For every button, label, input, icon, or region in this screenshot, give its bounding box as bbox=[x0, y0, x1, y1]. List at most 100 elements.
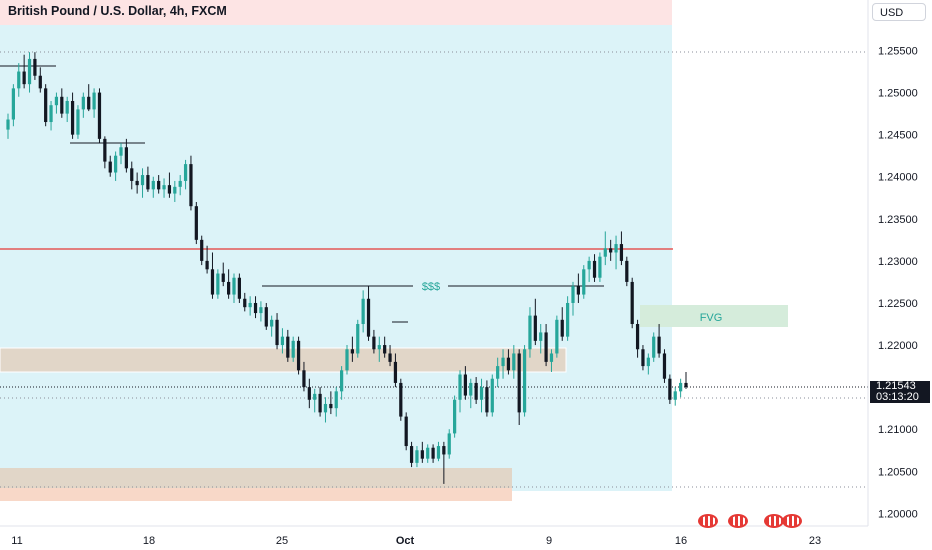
candle bbox=[27, 52, 32, 93]
candle bbox=[189, 155, 193, 211]
candle-body bbox=[458, 374, 462, 400]
candle bbox=[151, 176, 155, 198]
candle-body bbox=[372, 336, 376, 350]
candle bbox=[345, 345, 349, 375]
uk-flag-icon[interactable] bbox=[698, 514, 718, 528]
candle bbox=[114, 151, 118, 181]
candle bbox=[679, 378, 683, 398]
candle-body bbox=[302, 370, 306, 388]
candle-body bbox=[318, 393, 322, 413]
candle-body bbox=[603, 248, 607, 257]
candle bbox=[668, 374, 672, 404]
candle bbox=[453, 395, 457, 438]
candle-body bbox=[399, 382, 403, 417]
candle-body bbox=[544, 332, 548, 362]
candle-body bbox=[453, 399, 457, 434]
candle bbox=[361, 290, 365, 333]
candle bbox=[485, 380, 489, 417]
candle-body bbox=[635, 324, 640, 350]
candle bbox=[243, 292, 247, 312]
candle-body bbox=[356, 324, 360, 354]
candle bbox=[173, 180, 177, 202]
candle-body bbox=[124, 147, 128, 169]
candle-body bbox=[54, 96, 59, 106]
candle bbox=[571, 281, 575, 316]
candle bbox=[415, 446, 419, 468]
candle bbox=[652, 332, 656, 362]
candle-body bbox=[103, 138, 107, 162]
candle-body bbox=[323, 403, 328, 413]
candle-body bbox=[409, 446, 414, 463]
candle bbox=[544, 324, 548, 367]
candle-body bbox=[490, 378, 494, 413]
uk-flag-icon[interactable] bbox=[782, 514, 802, 528]
candle-body bbox=[533, 315, 537, 341]
candle bbox=[431, 444, 435, 463]
price-tick-label: 1.22000 bbox=[878, 340, 918, 352]
candle bbox=[296, 336, 301, 375]
candle-body bbox=[87, 96, 91, 110]
candle-body bbox=[426, 447, 430, 459]
candle-body bbox=[97, 92, 102, 139]
candle bbox=[426, 444, 430, 463]
candle bbox=[200, 235, 204, 266]
candle-body bbox=[227, 281, 231, 295]
candle-body bbox=[625, 260, 629, 282]
candle bbox=[103, 136, 107, 169]
candle bbox=[119, 143, 123, 165]
candle-body bbox=[463, 374, 467, 396]
fvg-label: FVG bbox=[700, 312, 723, 324]
candle-body bbox=[657, 336, 661, 354]
candle bbox=[409, 441, 414, 468]
uk-flag-icon[interactable] bbox=[728, 514, 748, 528]
candle bbox=[54, 92, 59, 114]
candle-body bbox=[259, 307, 263, 314]
candle-body bbox=[275, 319, 279, 346]
candle bbox=[625, 256, 629, 287]
candle-body bbox=[609, 248, 613, 253]
candle bbox=[6, 113, 10, 139]
price-tick-label: 1.25000 bbox=[878, 88, 918, 100]
candle bbox=[447, 429, 451, 459]
candle bbox=[458, 370, 462, 413]
candle bbox=[38, 67, 42, 93]
candle bbox=[582, 265, 586, 299]
candle bbox=[501, 349, 505, 379]
candle bbox=[399, 378, 403, 421]
candle-body bbox=[151, 180, 155, 190]
candle-body bbox=[33, 58, 37, 76]
candle bbox=[555, 315, 559, 358]
candle bbox=[442, 441, 446, 484]
candle-body bbox=[17, 71, 21, 89]
price-tick-label: 1.24500 bbox=[878, 130, 918, 142]
candles bbox=[6, 52, 688, 484]
candle-body bbox=[587, 260, 591, 270]
candle-body bbox=[388, 353, 392, 362]
candle-body bbox=[630, 281, 634, 325]
candle bbox=[662, 349, 667, 383]
demand-zone-inner bbox=[0, 468, 512, 488]
candle-body bbox=[560, 319, 564, 337]
candle-body bbox=[264, 307, 268, 327]
candle bbox=[356, 319, 360, 358]
supply-zone bbox=[0, 347, 567, 373]
currency-selector[interactable]: USD bbox=[872, 3, 926, 21]
candle-body bbox=[517, 353, 521, 413]
candle-body bbox=[447, 433, 451, 455]
candle-body bbox=[70, 100, 75, 135]
candle-body bbox=[27, 58, 32, 85]
candle-body bbox=[566, 302, 570, 337]
candle bbox=[334, 387, 338, 417]
time-tick-label: 25 bbox=[276, 535, 288, 547]
liquidity-label: $$$ bbox=[422, 281, 440, 293]
candle bbox=[603, 231, 607, 266]
candle-body bbox=[383, 345, 387, 354]
candle-body bbox=[210, 269, 215, 295]
candle bbox=[366, 286, 371, 341]
candle bbox=[630, 277, 634, 329]
candle-body bbox=[173, 186, 177, 194]
candle-body bbox=[420, 450, 424, 459]
candle-body bbox=[684, 382, 688, 388]
us-flag-icon[interactable] bbox=[764, 514, 784, 528]
